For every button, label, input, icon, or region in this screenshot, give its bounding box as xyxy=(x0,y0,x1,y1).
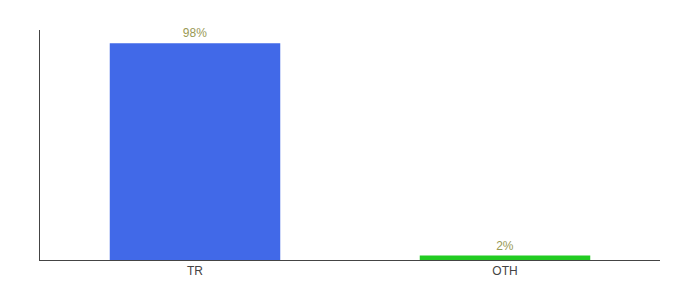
svg-text:98%: 98% xyxy=(183,26,207,40)
svg-text:TR: TR xyxy=(187,264,203,278)
svg-text:2%: 2% xyxy=(496,239,514,253)
svg-text:OTH: OTH xyxy=(492,264,517,278)
